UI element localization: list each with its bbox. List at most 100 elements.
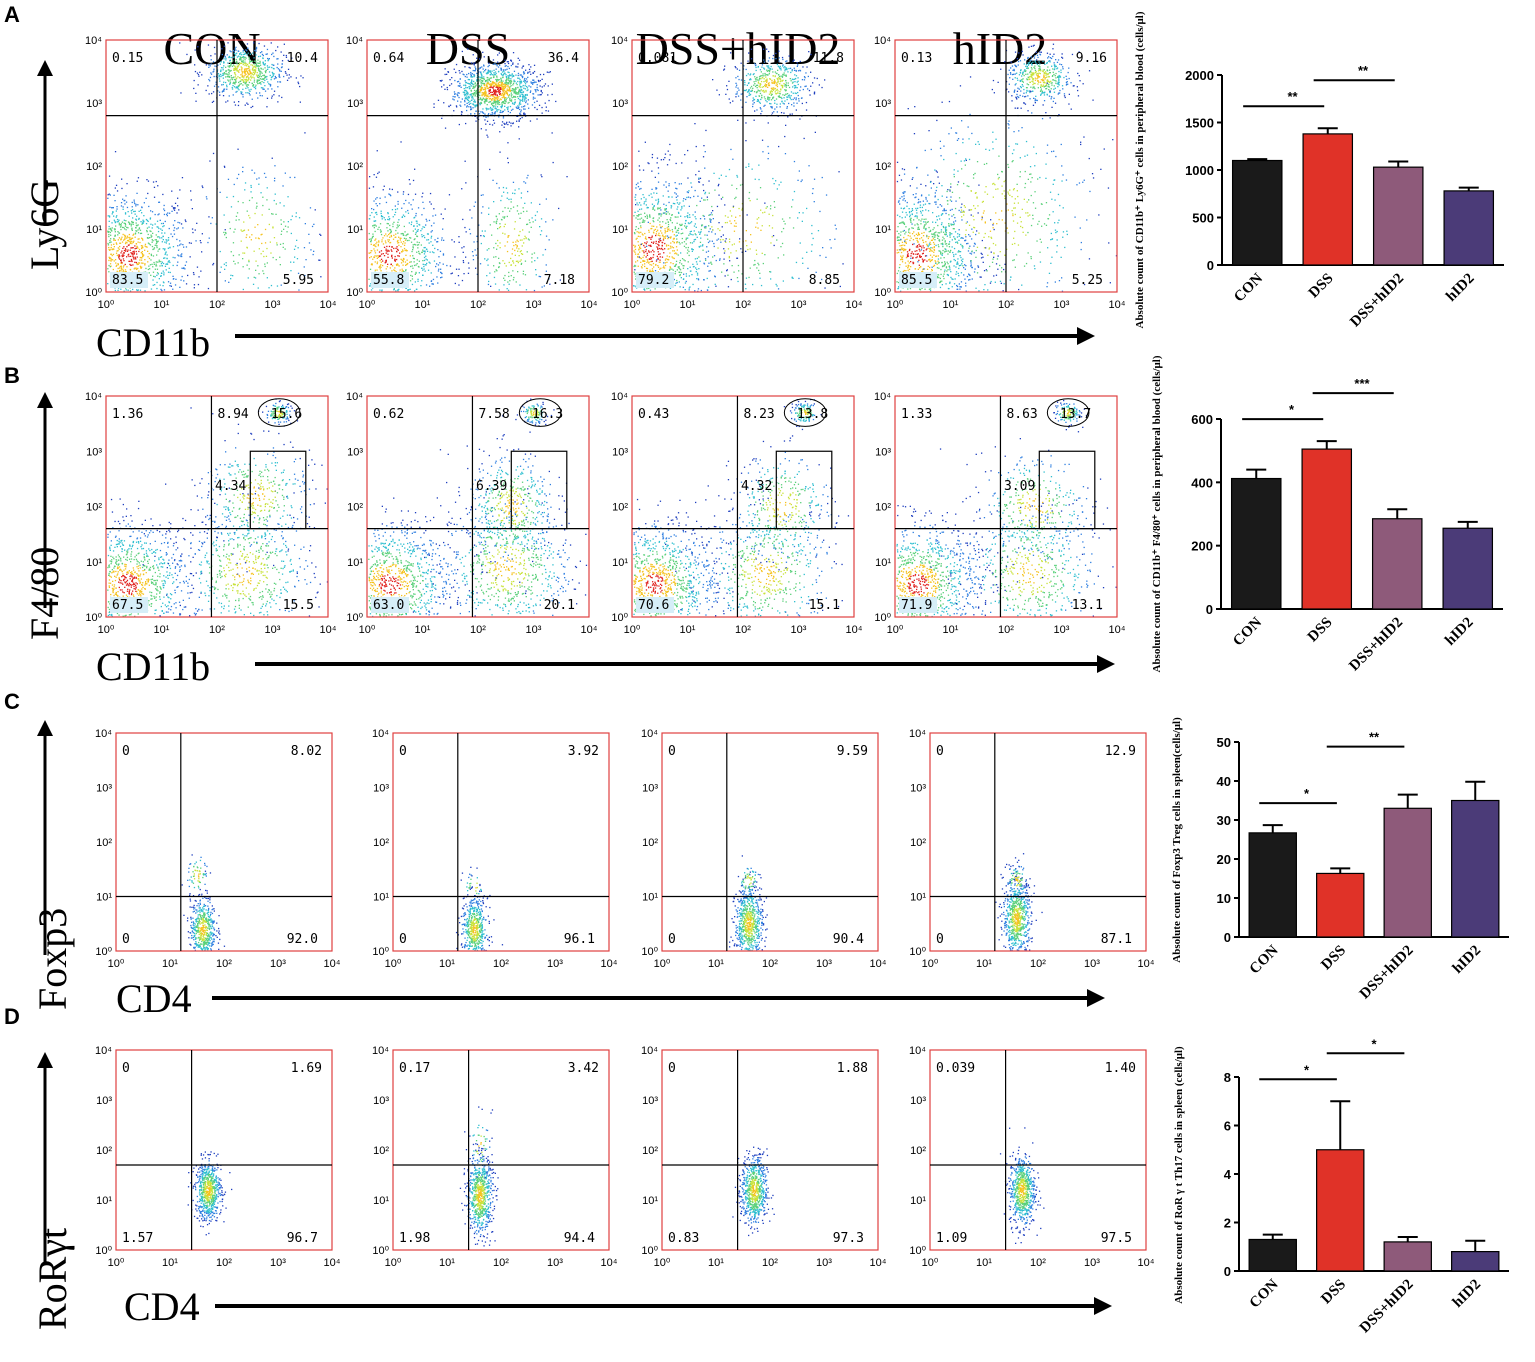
event-dot: [410, 204, 412, 206]
event-dot: [173, 227, 176, 229]
event-dot: [252, 69, 254, 72]
event-dot: [264, 60, 266, 62]
row-c-y-label: Foxp3: [30, 908, 75, 1010]
event-dot: [215, 83, 217, 85]
event-dot: [510, 122, 512, 124]
event-dot: [128, 233, 130, 236]
event-dot: [518, 77, 520, 79]
event-dot: [542, 254, 544, 256]
event-dot: [255, 269, 257, 271]
event-dot: [807, 75, 809, 78]
event-dot: [228, 66, 230, 68]
event-dot: [141, 206, 143, 209]
event-dot: [374, 255, 376, 257]
event-dot: [645, 198, 647, 200]
event-dot: [503, 96, 505, 99]
event-dot: [488, 90, 490, 92]
event-dot: [271, 95, 273, 97]
event-dot: [685, 243, 687, 245]
event-dot: [540, 94, 542, 96]
event-dot: [430, 237, 432, 239]
event-dot: [136, 263, 138, 265]
x-tick-label: 10⁴: [320, 299, 337, 311]
event-dot: [259, 64, 262, 66]
event-dot: [644, 265, 646, 268]
event-dot: [137, 177, 140, 179]
event-dot: [444, 127, 447, 129]
event-dot: [318, 259, 320, 261]
event-dot: [467, 97, 469, 99]
event-dot: [478, 113, 481, 115]
event-dot: [476, 72, 478, 75]
event-dot: [507, 106, 509, 108]
event-dot: [488, 280, 490, 283]
event-dot: [430, 241, 432, 243]
event-dot: [391, 250, 393, 252]
event-dot: [370, 283, 372, 285]
event-dot: [202, 186, 204, 189]
event-dot: [676, 231, 678, 233]
event-dot: [252, 283, 255, 285]
event-dot: [548, 99, 550, 102]
event-dot: [430, 203, 432, 205]
event-dot: [108, 256, 110, 258]
event-dot: [195, 92, 197, 94]
event-dot: [151, 235, 153, 237]
event-dot: [250, 79, 252, 81]
event-dot: [296, 239, 298, 241]
event-dot: [535, 269, 537, 271]
event-dot: [262, 54, 264, 57]
event-dot: [111, 259, 114, 261]
event-dot: [483, 76, 485, 78]
event-dot: [493, 69, 495, 71]
event-dot: [652, 242, 654, 244]
event-dot: [261, 233, 263, 235]
event-dot: [422, 269, 424, 271]
event-dot: [655, 233, 657, 235]
event-dot: [140, 267, 142, 269]
event-dot: [140, 232, 143, 234]
event-dot: [489, 97, 491, 100]
event-dot: [474, 201, 477, 203]
event-dot: [191, 228, 194, 230]
event-dot: [127, 221, 130, 223]
quadrant-values: 0.15 10.483.5 5.95: [110, 51, 318, 288]
event-dot: [496, 182, 498, 185]
event-dot: [271, 157, 273, 159]
event-dot: [214, 65, 216, 67]
event-dot: [518, 213, 520, 215]
event-dot: [703, 145, 705, 147]
event-dot: [149, 230, 151, 232]
event-dot: [438, 268, 440, 270]
event-dot: [464, 93, 466, 96]
event-dot: [241, 79, 244, 81]
event-dot: [376, 269, 378, 271]
event-dot: [138, 210, 140, 212]
event-dot: [373, 216, 375, 218]
event-dot: [640, 225, 642, 227]
event-dot: [266, 65, 269, 67]
event-dot: [263, 64, 265, 66]
event-dot: [375, 203, 377, 205]
event-dot: [134, 257, 136, 259]
event-dot: [128, 223, 131, 225]
event-dot: [533, 70, 536, 73]
event-dot: [526, 210, 528, 212]
event-dot: [499, 242, 501, 244]
event-dot: [118, 232, 121, 234]
event-dot: [527, 238, 530, 240]
event-dot: [117, 289, 119, 291]
event-dot: [495, 63, 497, 66]
event-dot: [283, 43, 285, 45]
event-dot: [193, 284, 196, 286]
event-dot: [244, 71, 247, 73]
event-dot: [398, 244, 400, 246]
event-dot: [649, 245, 651, 247]
event-dot: [493, 221, 495, 223]
event-dot: [110, 238, 112, 240]
event-dot: [131, 229, 133, 231]
event-dot: [478, 85, 481, 87]
event-dot: [369, 257, 371, 259]
event-dot: [481, 77, 483, 79]
event-dot: [460, 86, 462, 88]
